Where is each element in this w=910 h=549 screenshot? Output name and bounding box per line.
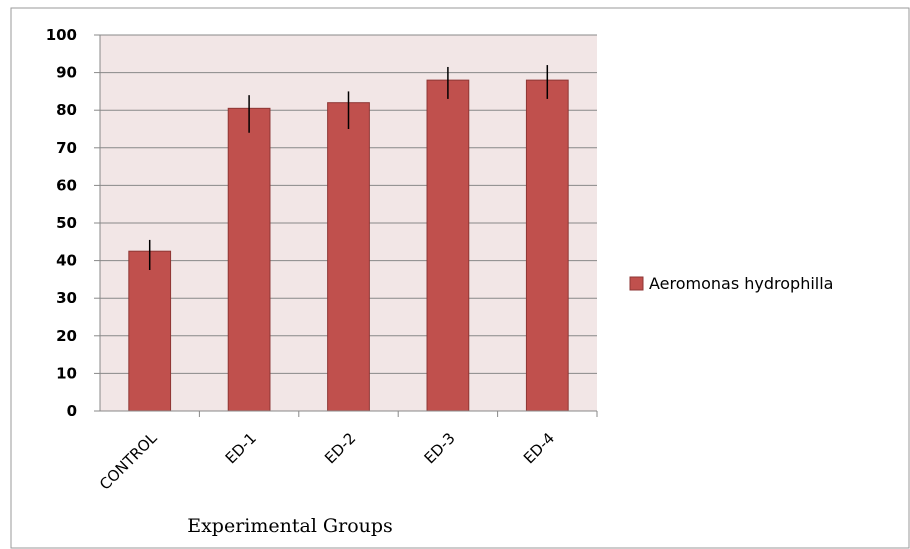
bar	[426, 79, 470, 412]
bars	[128, 79, 569, 412]
bar	[227, 107, 271, 412]
bar	[327, 102, 370, 412]
legend-label: Aeromonas hydrophilla	[649, 274, 833, 293]
bar	[128, 250, 172, 412]
y-tick-label: 50	[56, 214, 77, 232]
y-tick-label: 10	[56, 364, 77, 382]
y-tick-label: 90	[56, 64, 77, 82]
y-tick-labels: 0 10 20 30 40 50 60 70 80 90 100	[46, 26, 77, 420]
error-bars	[148, 65, 549, 270]
y-tick-label: 30	[56, 289, 77, 307]
legend-swatch	[629, 276, 644, 291]
legend: Aeromonas hydrophilla	[629, 274, 833, 293]
y-tick-label: 20	[56, 327, 77, 345]
y-tick-label: 40	[56, 252, 77, 270]
bar	[525, 79, 569, 412]
y-tick-label: 60	[56, 176, 77, 194]
x-axis-title: Experimental Groups	[187, 515, 393, 537]
y-tick-label: 70	[56, 139, 77, 157]
y-tick-label: 0	[67, 402, 77, 420]
y-tick-label: 100	[46, 26, 77, 44]
axes	[99, 35, 598, 417]
y-tick-label: 80	[56, 101, 77, 119]
